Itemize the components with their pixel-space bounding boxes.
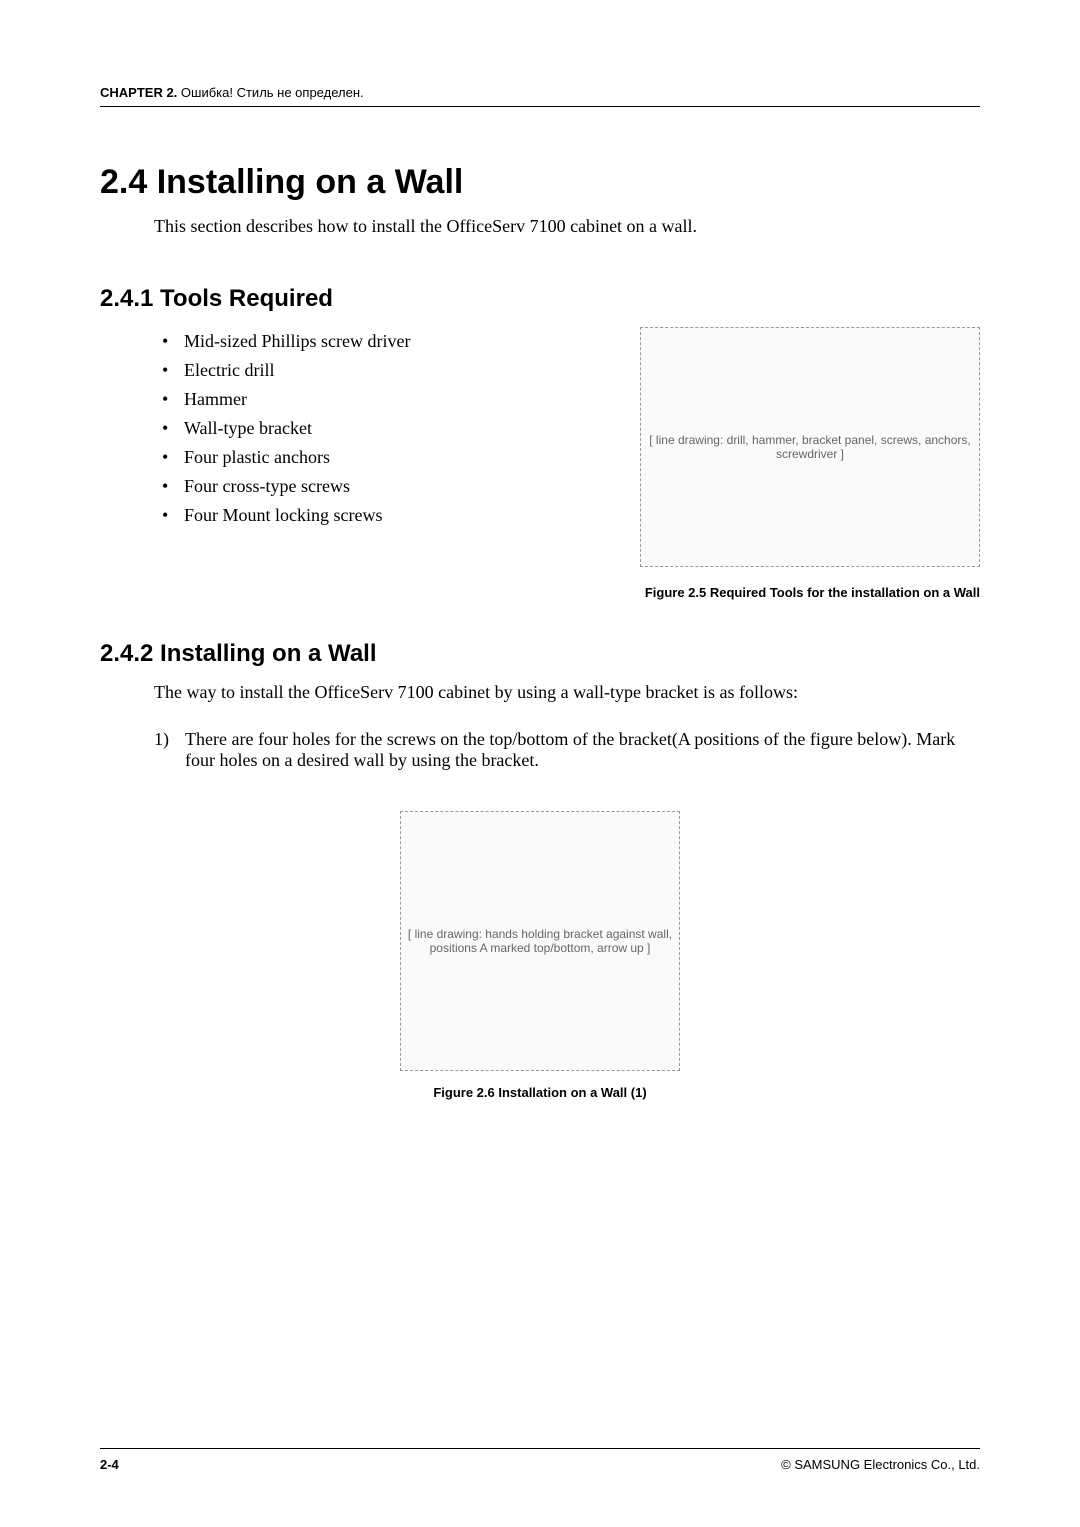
list-item: Four cross-type screws bbox=[154, 472, 410, 501]
footer-page-number: 2-4 bbox=[100, 1457, 119, 1472]
list-item: Four plastic anchors bbox=[154, 443, 410, 472]
page-footer: 2-4 © SAMSUNG Electronics Co., Ltd. bbox=[100, 1448, 980, 1472]
section-intro: This section describes how to install th… bbox=[154, 216, 980, 237]
figure-wall-caption: Figure 2.6 Installation on a Wall (1) bbox=[100, 1085, 980, 1100]
list-item: Four Mount locking screws bbox=[154, 501, 410, 530]
header-chapter-rest: Ошибка! Стиль не определен. bbox=[177, 85, 363, 100]
step-number: 1) bbox=[154, 729, 169, 771]
tools-list: Mid-sized Phillips screw driver Electric… bbox=[154, 327, 410, 530]
list-item: Hammer bbox=[154, 385, 410, 414]
step-text: There are four holes for the screws on t… bbox=[185, 729, 980, 771]
step-1: 1) There are four holes for the screws o… bbox=[154, 729, 980, 771]
subsection-install-intro: The way to install the OfficeServ 7100 c… bbox=[154, 682, 980, 703]
footer-copyright: © SAMSUNG Electronics Co., Ltd. bbox=[781, 1457, 980, 1472]
page-header: CHAPTER 2. Ошибка! Стиль не определен. bbox=[100, 85, 980, 107]
list-item: Electric drill bbox=[154, 356, 410, 385]
figure-wall-illustration: [ line drawing: hands holding bracket ag… bbox=[400, 811, 680, 1071]
header-chapter-bold: CHAPTER 2. bbox=[100, 85, 177, 100]
section-heading: 2.4 Installing on a Wall bbox=[100, 163, 980, 202]
figure-tools-illustration: [ line drawing: drill, hammer, bracket p… bbox=[640, 327, 980, 567]
subsection-tools-heading: 2.4.1 Tools Required bbox=[100, 285, 980, 313]
list-item: Mid-sized Phillips screw driver bbox=[154, 327, 410, 356]
figure-tools-caption: Figure 2.5 Required Tools for the instal… bbox=[430, 585, 980, 600]
subsection-install-heading: 2.4.2 Installing on a Wall bbox=[100, 640, 980, 668]
list-item: Wall-type bracket bbox=[154, 414, 410, 443]
